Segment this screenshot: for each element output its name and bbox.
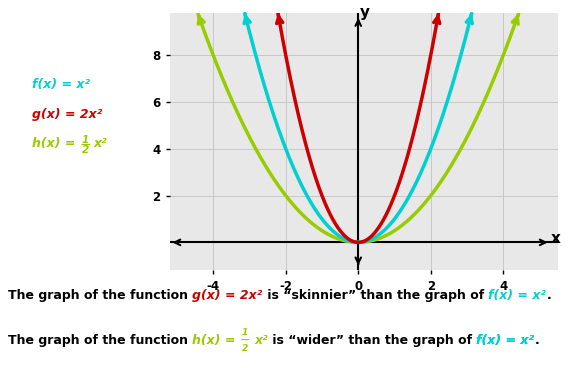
Text: The graph of the function: The graph of the function	[8, 289, 193, 302]
Text: h(x) =: h(x) =	[193, 334, 240, 347]
Text: 1: 1	[82, 135, 89, 145]
Text: f(x) = x²: f(x) = x²	[476, 334, 534, 347]
Text: is “skinnier” than the graph of: is “skinnier” than the graph of	[263, 289, 488, 302]
Text: 1: 1	[242, 328, 248, 337]
Text: 2: 2	[242, 344, 248, 353]
Text: g(x) = 2x²: g(x) = 2x²	[193, 289, 263, 302]
Text: f(x) = x²: f(x) = x²	[476, 334, 534, 347]
Text: g(x) = 2x²: g(x) = 2x²	[32, 108, 102, 121]
Text: f(x) = x²: f(x) = x²	[32, 78, 90, 91]
Text: —: —	[241, 336, 250, 344]
Text: h(x) =: h(x) =	[32, 137, 79, 150]
Text: y: y	[360, 6, 370, 20]
Text: x²: x²	[93, 137, 107, 150]
Text: x: x	[551, 231, 561, 246]
Text: x²: x²	[254, 334, 268, 347]
Text: 2: 2	[82, 145, 89, 155]
Text: .: .	[534, 334, 539, 347]
Text: is “wider” than the graph of: is “wider” than the graph of	[268, 334, 476, 347]
Text: .: .	[546, 289, 551, 302]
Text: The graph of the function: The graph of the function	[8, 334, 193, 347]
Text: f(x) = x²: f(x) = x²	[488, 289, 546, 302]
Text: —: —	[81, 140, 90, 150]
